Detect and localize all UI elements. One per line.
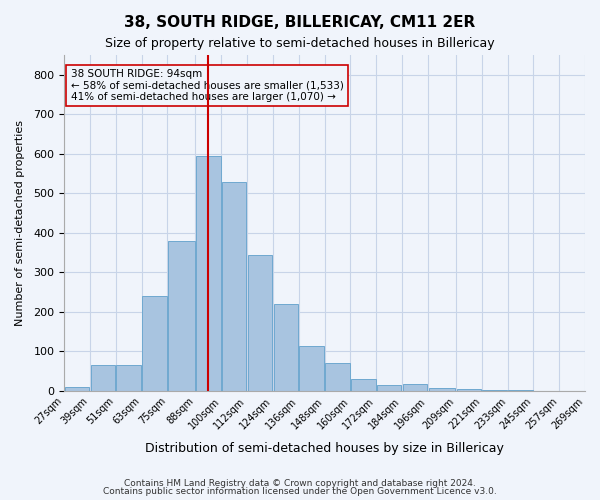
Bar bbox=[274, 304, 298, 391]
Y-axis label: Number of semi-detached properties: Number of semi-detached properties bbox=[15, 120, 25, 326]
X-axis label: Distribution of semi-detached houses by size in Billericay: Distribution of semi-detached houses by … bbox=[145, 442, 504, 455]
Text: Contains HM Land Registry data © Crown copyright and database right 2024.: Contains HM Land Registry data © Crown c… bbox=[124, 478, 476, 488]
Bar bbox=[91, 366, 115, 391]
Text: Size of property relative to semi-detached houses in Billericay: Size of property relative to semi-detach… bbox=[105, 38, 495, 51]
Bar bbox=[325, 364, 350, 391]
Text: 38 SOUTH RIDGE: 94sqm
← 58% of semi-detached houses are smaller (1,533)
41% of s: 38 SOUTH RIDGE: 94sqm ← 58% of semi-deta… bbox=[71, 69, 344, 102]
Bar bbox=[428, 388, 455, 391]
Bar bbox=[116, 366, 141, 391]
Bar bbox=[222, 182, 247, 391]
Bar bbox=[457, 389, 481, 391]
Bar bbox=[377, 385, 401, 391]
Bar bbox=[508, 390, 533, 391]
Text: Contains public sector information licensed under the Open Government Licence v3: Contains public sector information licen… bbox=[103, 487, 497, 496]
Bar bbox=[351, 379, 376, 391]
Bar bbox=[65, 387, 89, 391]
Bar bbox=[248, 254, 272, 391]
Bar bbox=[142, 296, 167, 391]
Bar bbox=[403, 384, 427, 391]
Bar bbox=[168, 241, 195, 391]
Text: 38, SOUTH RIDGE, BILLERICAY, CM11 2ER: 38, SOUTH RIDGE, BILLERICAY, CM11 2ER bbox=[124, 15, 476, 30]
Bar bbox=[482, 390, 507, 391]
Bar bbox=[196, 156, 221, 391]
Bar bbox=[299, 346, 324, 391]
